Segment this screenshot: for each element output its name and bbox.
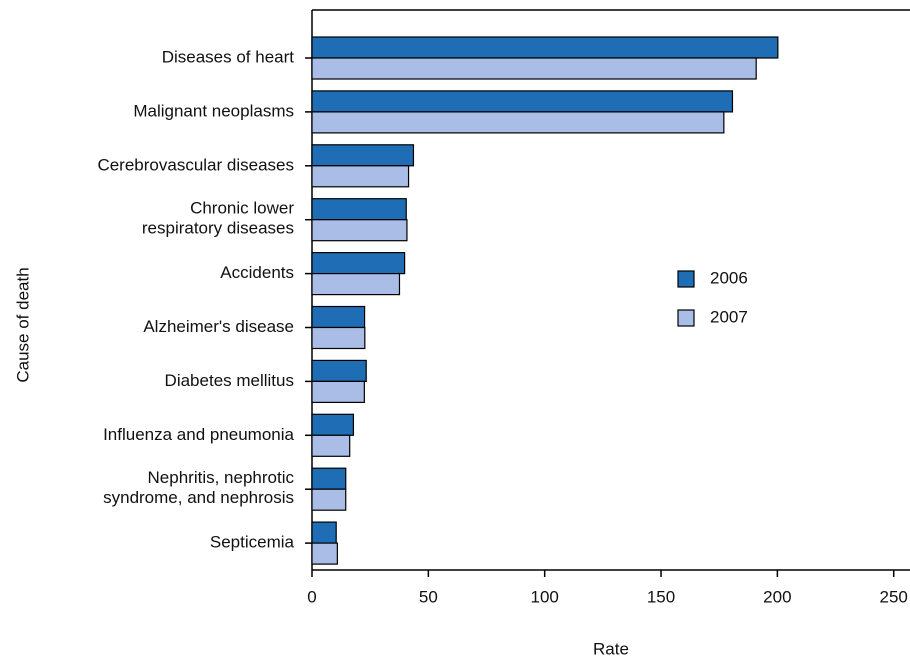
y-tick-label: Septicemia [210, 533, 295, 552]
x-tick-label: 0 [307, 587, 316, 606]
bar [311, 198, 407, 221]
bar [311, 144, 415, 167]
y-tick-label: Accidents [220, 263, 294, 282]
y-tick-label: Diseases of heart [162, 47, 295, 66]
bar [311, 90, 734, 113]
bar [311, 36, 779, 59]
bar [311, 467, 347, 490]
y-tick-label: Chronic lower respiratory diseases [142, 199, 294, 238]
bar [311, 380, 365, 403]
bar [311, 521, 337, 544]
bar [311, 252, 406, 275]
legend-swatch [677, 270, 695, 288]
x-tick-label: 200 [763, 587, 791, 606]
x-axis-title: Rate [593, 639, 629, 658]
bar [311, 219, 408, 242]
bar [311, 542, 338, 565]
bar [311, 111, 725, 134]
bar [311, 57, 757, 80]
legend-label: 2007 [710, 307, 748, 326]
bar [311, 305, 366, 329]
y-tick-label: Influenza and pneumonia [103, 425, 294, 444]
bar [311, 273, 401, 296]
x-tick-label: 100 [530, 587, 558, 606]
y-tick-label: Cerebrovascular diseases [97, 155, 294, 174]
bar [311, 359, 367, 382]
bar [311, 434, 351, 457]
y-axis-title: Cause of death [13, 267, 32, 382]
x-tick-label: 50 [419, 587, 438, 606]
y-tick-label: Nephritis, nephrotic syndrome, and nephro… [103, 469, 294, 508]
bar [311, 488, 347, 511]
x-tick-label: 250 [880, 587, 908, 606]
y-tick-label: Diabetes mellitus [165, 371, 294, 390]
x-tick-label: 150 [647, 587, 675, 606]
bar [311, 413, 355, 436]
bar [311, 326, 366, 350]
y-tick-label: Malignant neoplasms [133, 101, 294, 120]
y-tick-label: Alzheimer's disease [143, 317, 294, 336]
bar [311, 165, 410, 188]
legend-label: 2006 [710, 268, 748, 287]
legend-swatch [677, 309, 695, 327]
